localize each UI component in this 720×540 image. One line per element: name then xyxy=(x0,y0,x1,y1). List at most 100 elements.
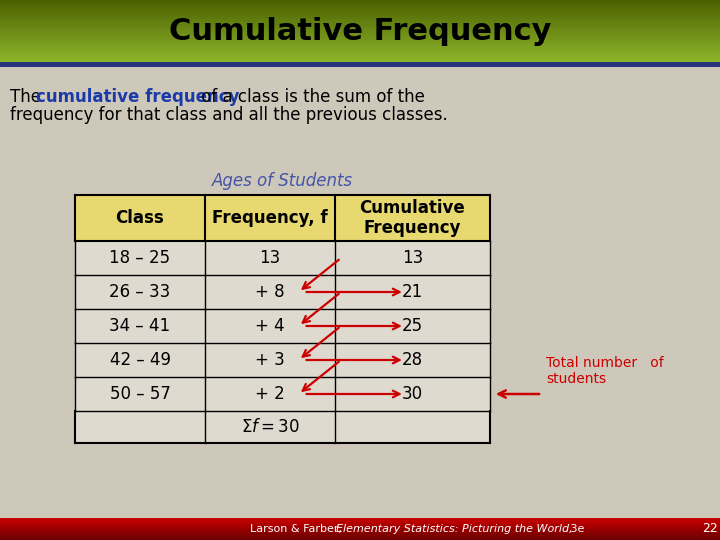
Bar xyxy=(0,19,720,20)
Bar xyxy=(0,16,720,17)
Text: + 3: + 3 xyxy=(255,351,285,369)
Text: frequency for that class and all the previous classes.: frequency for that class and all the pre… xyxy=(10,106,448,124)
Bar xyxy=(0,50,720,51)
Bar xyxy=(75,275,490,309)
Bar xyxy=(0,526,720,527)
Bar xyxy=(0,30,720,31)
Bar xyxy=(75,241,490,275)
Bar xyxy=(0,538,720,539)
Bar xyxy=(0,11,720,12)
Bar xyxy=(0,25,720,26)
Bar xyxy=(0,32,720,33)
Bar xyxy=(0,527,720,528)
Bar xyxy=(0,59,720,60)
Bar xyxy=(75,343,490,377)
Bar xyxy=(0,537,720,538)
Bar xyxy=(0,26,720,28)
Text: 25: 25 xyxy=(402,317,423,335)
Bar xyxy=(0,24,720,25)
Text: 13: 13 xyxy=(402,249,423,267)
Bar xyxy=(75,309,490,343)
Text: Frequency, f: Frequency, f xyxy=(212,209,328,227)
Bar xyxy=(0,28,720,29)
Text: Cumulative Frequency: Cumulative Frequency xyxy=(168,17,552,45)
Bar xyxy=(0,1,720,2)
Bar xyxy=(0,533,720,534)
Bar xyxy=(0,520,720,521)
Text: Ages of Students: Ages of Students xyxy=(212,172,353,190)
Text: Total number   of
students: Total number of students xyxy=(546,356,664,386)
Bar xyxy=(0,12,720,14)
Bar xyxy=(0,521,720,522)
Bar xyxy=(0,522,720,523)
Bar xyxy=(0,55,720,57)
Bar xyxy=(0,532,720,534)
Bar xyxy=(0,22,720,23)
Bar xyxy=(0,26,720,27)
Bar xyxy=(0,18,720,19)
Bar xyxy=(0,51,720,53)
Text: 18 – 25: 18 – 25 xyxy=(109,249,171,267)
Text: 34 – 41: 34 – 41 xyxy=(109,317,171,335)
Bar xyxy=(0,40,720,41)
Bar xyxy=(0,44,720,45)
Text: 3e: 3e xyxy=(567,524,585,534)
Text: cumulative frequency: cumulative frequency xyxy=(36,88,240,106)
Bar xyxy=(0,33,720,34)
Bar xyxy=(0,535,720,536)
Bar xyxy=(0,53,720,54)
Bar xyxy=(0,45,720,46)
Bar xyxy=(0,37,720,38)
Bar xyxy=(0,21,720,22)
Text: 30: 30 xyxy=(402,385,423,403)
Text: 21: 21 xyxy=(402,283,423,301)
Bar xyxy=(0,17,720,18)
Bar xyxy=(0,12,720,13)
Bar xyxy=(0,17,720,18)
Bar xyxy=(0,24,720,25)
Bar xyxy=(0,43,720,44)
Bar xyxy=(0,524,720,525)
Text: + 2: + 2 xyxy=(255,385,285,403)
Bar xyxy=(0,14,720,16)
Bar xyxy=(0,35,720,36)
Bar xyxy=(0,51,720,52)
Bar xyxy=(0,35,720,36)
Bar xyxy=(75,377,490,411)
Bar xyxy=(0,57,720,58)
Bar xyxy=(0,535,720,536)
Bar xyxy=(0,48,720,50)
Bar xyxy=(0,4,720,5)
Bar xyxy=(0,28,720,30)
Bar xyxy=(0,8,720,9)
Bar xyxy=(0,54,720,55)
Bar xyxy=(0,47,720,48)
Bar xyxy=(0,44,720,46)
Bar xyxy=(75,195,490,241)
Bar xyxy=(0,15,720,16)
Bar xyxy=(0,67,720,518)
Text: Elementary Statistics: Picturing the World,: Elementary Statistics: Picturing the Wor… xyxy=(336,524,572,534)
Bar xyxy=(0,39,720,40)
Text: Larson & Farber,: Larson & Farber, xyxy=(250,524,346,534)
Bar xyxy=(0,29,720,30)
Bar xyxy=(0,62,720,67)
Bar xyxy=(0,10,720,12)
Bar xyxy=(0,48,720,49)
Bar xyxy=(0,1,720,2)
Text: $\Sigma f=30$: $\Sigma f=30$ xyxy=(240,418,300,436)
Bar xyxy=(0,5,720,6)
Text: Cumulative
Frequency: Cumulative Frequency xyxy=(359,199,465,238)
Bar xyxy=(0,49,720,50)
Bar xyxy=(0,38,720,39)
Bar xyxy=(0,30,720,32)
Bar xyxy=(0,10,720,11)
Bar xyxy=(0,536,720,537)
Bar xyxy=(0,14,720,15)
Bar xyxy=(0,3,720,5)
Bar xyxy=(0,42,720,43)
Bar xyxy=(0,2,720,3)
Bar xyxy=(0,52,720,53)
Bar xyxy=(0,534,720,535)
Bar xyxy=(0,525,720,526)
